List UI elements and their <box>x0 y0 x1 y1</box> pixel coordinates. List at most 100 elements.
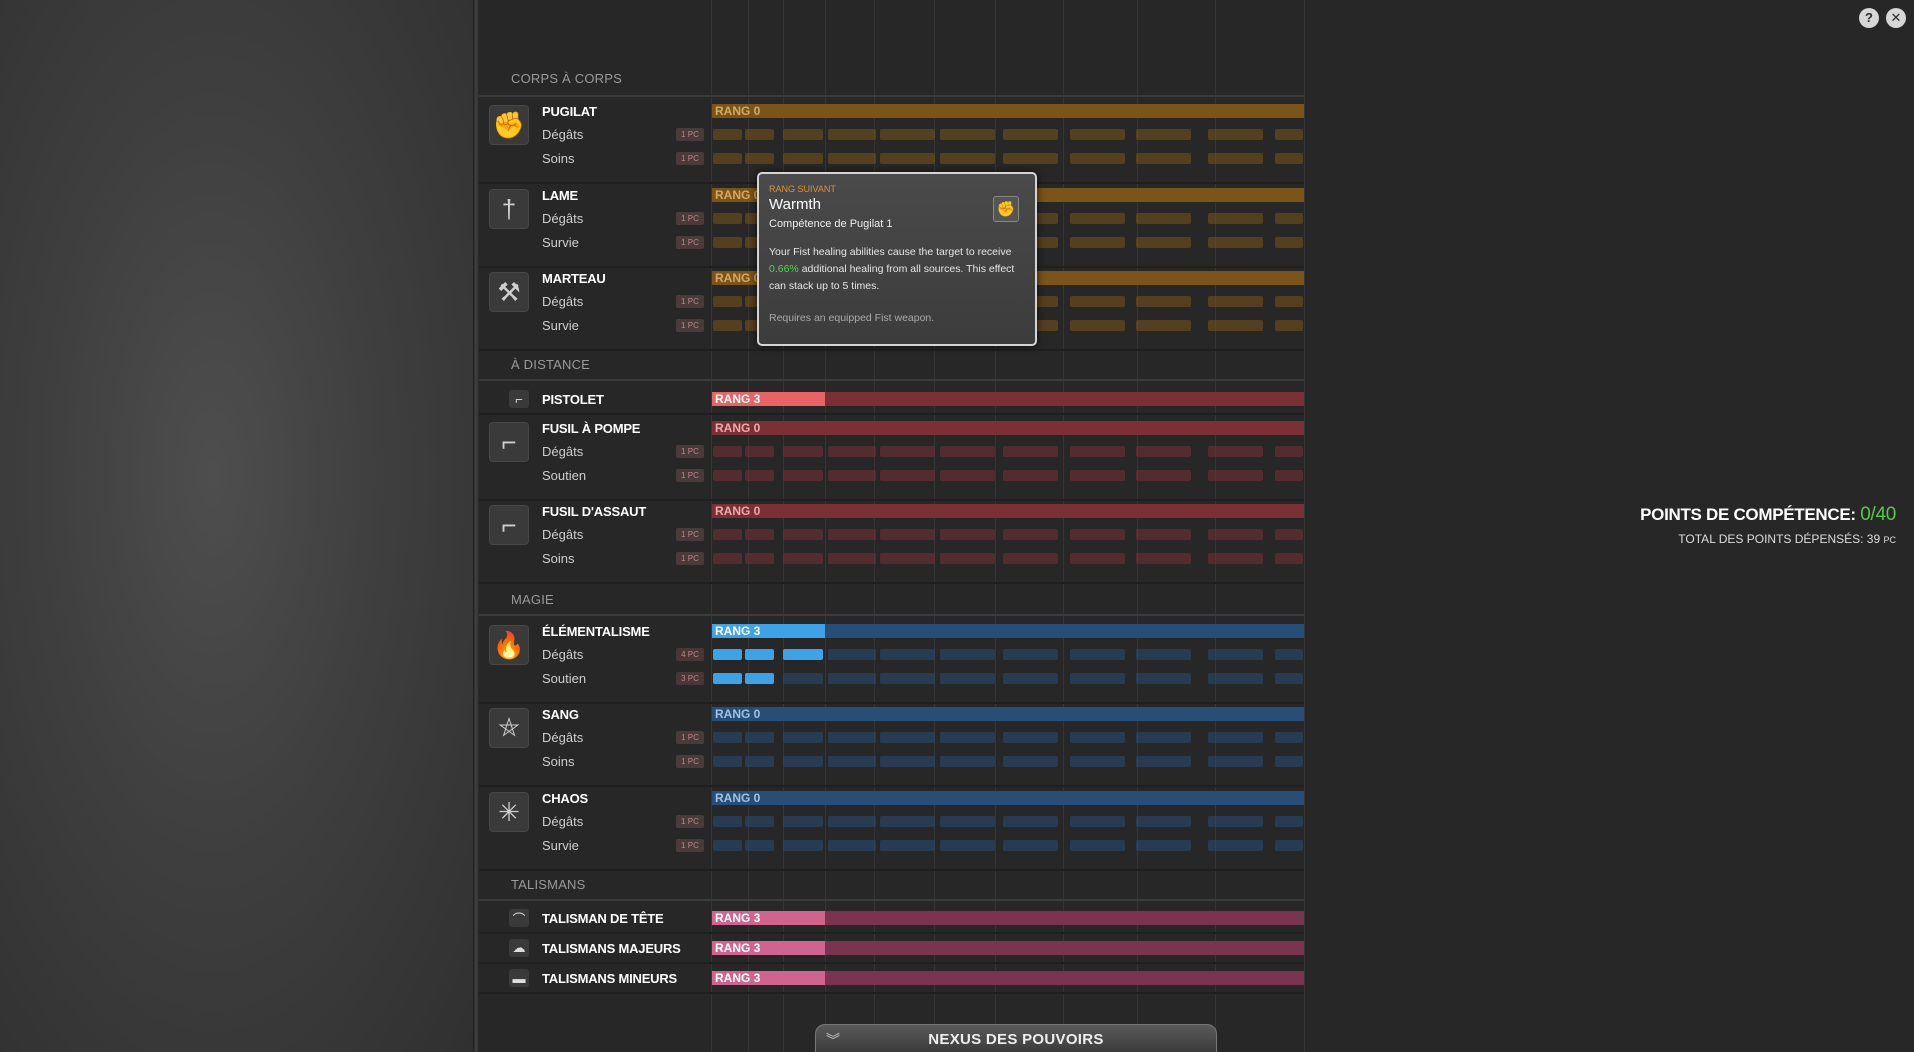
rank-segment[interactable] <box>1003 446 1058 457</box>
help-button[interactable]: ? <box>1859 8 1879 28</box>
rank-segment[interactable] <box>1070 213 1125 224</box>
rank-segment[interactable] <box>1208 153 1263 164</box>
rank-segment[interactable] <box>1208 296 1263 307</box>
rank-segment[interactable] <box>1208 649 1263 660</box>
rank-segment[interactable] <box>880 732 935 743</box>
rank-segment[interactable] <box>1208 213 1263 224</box>
rank-bar[interactable]: RANG 3 <box>712 941 1304 955</box>
rank-segment[interactable] <box>828 129 876 140</box>
rank-segment[interactable] <box>783 446 823 457</box>
rank-segment[interactable] <box>783 840 823 851</box>
rank-segment[interactable] <box>940 732 995 743</box>
rank-segment[interactable] <box>1070 732 1125 743</box>
rank-bar[interactable]: RANG 0 <box>712 791 1304 805</box>
rank-segment[interactable] <box>1275 673 1303 684</box>
rank-segment[interactable] <box>940 446 995 457</box>
rank-segment[interactable] <box>1070 446 1125 457</box>
rank-segment[interactable] <box>828 732 876 743</box>
rank-segment[interactable] <box>1003 553 1058 564</box>
rank-segment[interactable] <box>1275 320 1303 331</box>
close-button[interactable]: ✕ <box>1886 8 1906 28</box>
rank-segment[interactable] <box>1275 237 1303 248</box>
rank-segment[interactable] <box>1208 816 1263 827</box>
rank-segment[interactable] <box>828 816 876 827</box>
rank-segment[interactable] <box>713 816 742 827</box>
rank-segment[interactable] <box>1003 649 1058 660</box>
skill-row-fusil-pompe[interactable]: ⌐ FUSIL À POMPE Dégâts 1 PC Soutien 1 PC <box>479 417 1304 499</box>
rank-segment[interactable] <box>880 840 935 851</box>
rank-segment[interactable] <box>783 129 823 140</box>
rank-segment[interactable] <box>745 840 774 851</box>
rank-segment[interactable] <box>745 553 774 564</box>
skill-row-chaos[interactable]: ✳ CHAOS Dégâts 1 PC Survie 1 PC <box>479 787 1304 869</box>
rank-segment[interactable] <box>713 840 742 851</box>
rank-segment[interactable] <box>1070 237 1125 248</box>
rank-segment[interactable] <box>1136 446 1191 457</box>
rank-segment[interactable] <box>783 649 823 660</box>
rank-segment[interactable] <box>1208 237 1263 248</box>
rank-segment[interactable] <box>713 446 742 457</box>
skill-row-talisman-tete[interactable]: ⌒ TALISMAN DE TÊTE <box>479 906 1304 932</box>
rank-segment[interactable] <box>940 649 995 660</box>
rank-segment[interactable] <box>1136 129 1191 140</box>
rank-segment[interactable] <box>880 756 935 767</box>
rank-segment[interactable] <box>1003 470 1058 481</box>
rank-segment[interactable] <box>1275 296 1303 307</box>
rank-segment[interactable] <box>880 673 935 684</box>
rank-segment[interactable] <box>783 153 823 164</box>
rank-segment[interactable] <box>880 529 935 540</box>
rank-segment[interactable] <box>713 296 742 307</box>
rank-segment[interactable] <box>1275 816 1303 827</box>
rank-segment[interactable] <box>1136 840 1191 851</box>
rank-segment[interactable] <box>1275 129 1303 140</box>
rank-segment[interactable] <box>1275 649 1303 660</box>
rank-segment[interactable] <box>1136 756 1191 767</box>
rank-segment[interactable] <box>1136 296 1191 307</box>
rank-segment[interactable] <box>1070 553 1125 564</box>
rank-segment[interactable] <box>783 553 823 564</box>
rank-segment[interactable] <box>1136 649 1191 660</box>
rank-segment[interactable] <box>1003 129 1058 140</box>
rank-segment[interactable] <box>1070 529 1125 540</box>
rank-segment[interactable] <box>1275 553 1303 564</box>
rank-segment[interactable] <box>940 470 995 481</box>
rank-segment[interactable] <box>713 732 742 743</box>
rank-segment[interactable] <box>1275 470 1303 481</box>
rank-segment[interactable] <box>1208 470 1263 481</box>
rank-bar[interactable]: RANG 0 <box>712 421 1304 435</box>
rank-segment[interactable] <box>940 553 995 564</box>
rank-segment[interactable] <box>713 553 742 564</box>
rank-segment[interactable] <box>1070 840 1125 851</box>
rank-segment[interactable] <box>1003 153 1058 164</box>
rank-segment[interactable] <box>783 529 823 540</box>
skill-row-talismans-mineurs[interactable]: ▬ TALISMANS MINEURS <box>479 966 1304 992</box>
rank-segment[interactable] <box>940 129 995 140</box>
rank-segment[interactable] <box>828 840 876 851</box>
rank-segment[interactable] <box>713 237 742 248</box>
rank-segment[interactable] <box>1070 649 1125 660</box>
rank-segment[interactable] <box>783 673 823 684</box>
rank-bar[interactable]: RANG 3 <box>712 392 1304 406</box>
rank-segment[interactable] <box>1208 446 1263 457</box>
rank-segment[interactable] <box>783 816 823 827</box>
rank-segment[interactable] <box>713 649 742 660</box>
rank-segment[interactable] <box>880 129 935 140</box>
rank-segment[interactable] <box>745 649 774 660</box>
rank-segment[interactable] <box>1275 732 1303 743</box>
rank-segment[interactable] <box>713 470 742 481</box>
rank-segment[interactable] <box>880 816 935 827</box>
rank-segment[interactable] <box>745 529 774 540</box>
rank-segment[interactable] <box>940 673 995 684</box>
rank-segment[interactable] <box>1003 732 1058 743</box>
skill-row-sang[interactable]: ⛤ SANG Dégâts 1 PC Soins 1 PC <box>479 703 1304 785</box>
rank-segment[interactable] <box>1003 529 1058 540</box>
rank-segment[interactable] <box>745 816 774 827</box>
rank-segment[interactable] <box>880 446 935 457</box>
rank-segment[interactable] <box>940 840 995 851</box>
rank-segment[interactable] <box>713 673 742 684</box>
rank-segment[interactable] <box>880 153 935 164</box>
rank-segment[interactable] <box>1208 553 1263 564</box>
rank-segment[interactable] <box>880 649 935 660</box>
rank-segment[interactable] <box>828 553 876 564</box>
rank-segment[interactable] <box>1275 529 1303 540</box>
